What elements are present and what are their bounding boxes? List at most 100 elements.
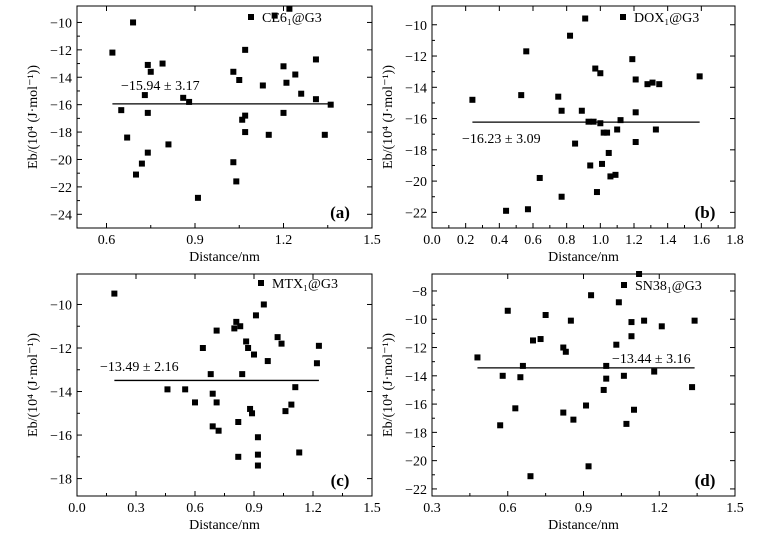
y-axis-title: Eb/(10⁴ (J·mol⁻¹)) (381, 65, 396, 169)
y-axis-title: Eb/(10⁴ (J·mol⁻¹)) (381, 333, 396, 437)
data-point (312, 96, 319, 103)
data-point (524, 206, 531, 213)
x-tick-label: 1.2 (651, 501, 669, 516)
data-point (144, 149, 151, 156)
panel-tag: (d) (695, 471, 716, 490)
data-point (321, 131, 328, 138)
x-tick-label: 0.6 (499, 501, 517, 516)
data-point (558, 107, 565, 114)
data-point (649, 79, 656, 86)
data-point (286, 5, 293, 12)
data-point (182, 386, 189, 393)
data-point (517, 374, 524, 381)
y-tick-label: −14 (50, 71, 72, 86)
data-point (133, 171, 139, 178)
y-tick-label: −8 (412, 285, 427, 300)
x-tick-label: 0.4 (491, 233, 509, 248)
data-point (658, 323, 665, 330)
data-point (536, 174, 543, 181)
data-point (599, 160, 606, 167)
data-point (597, 120, 604, 127)
x-tick-label: 0.9 (575, 501, 593, 516)
data-point (632, 139, 639, 146)
y-tick-label: −20 (50, 153, 72, 168)
data-point (615, 299, 622, 306)
data-point (249, 410, 256, 417)
data-point (603, 362, 610, 369)
data-point (560, 409, 567, 416)
data-point (617, 117, 624, 124)
data-point (298, 90, 305, 97)
legend-marker (620, 14, 626, 20)
data-point (130, 19, 137, 26)
x-tick-label: 0.6 (98, 233, 116, 248)
x-tick-label: 1.0 (592, 233, 610, 248)
data-point (288, 401, 295, 408)
data-point (213, 327, 220, 334)
data-point (558, 193, 565, 200)
data-point (497, 422, 504, 429)
data-point (623, 420, 630, 427)
data-point (313, 360, 320, 367)
x-tick-label: 1.2 (275, 233, 293, 248)
data-point (644, 81, 651, 88)
data-point (582, 15, 589, 22)
data-point (283, 79, 290, 86)
data-point (542, 312, 549, 319)
data-point (620, 372, 627, 379)
data-point (588, 292, 595, 299)
data-point (254, 462, 261, 469)
data-point (469, 96, 476, 103)
data-point (578, 107, 585, 114)
data-point (237, 323, 244, 330)
data-point (570, 416, 577, 423)
data-point (315, 342, 322, 349)
data-point (251, 351, 257, 358)
panel-tag: (a) (330, 203, 350, 222)
x-axis-title: Distance/nm (548, 250, 619, 265)
y-tick-label: −14 (50, 386, 72, 401)
legend-label: SN38₁@G3 (635, 279, 702, 294)
data-point (199, 345, 206, 351)
data-point (254, 434, 261, 441)
data-point (631, 406, 637, 413)
data-point (245, 345, 252, 351)
x-axis-title: Distance/nm (189, 518, 260, 533)
data-point (512, 405, 519, 412)
x-tick-label: 0.3 (423, 501, 441, 516)
data-point (585, 118, 592, 125)
data-point (144, 61, 151, 68)
data-point (118, 107, 125, 114)
data-point (242, 129, 249, 136)
legend-label: CE6₁@G3 (262, 11, 322, 26)
data-point (265, 131, 272, 138)
y-tick-label: −14 (405, 370, 427, 385)
legend-label: DOX₁@G3 (634, 11, 699, 26)
x-tick-label: 1.5 (726, 501, 744, 516)
x-tick-label: 1.5 (363, 501, 381, 516)
data-point (628, 333, 635, 340)
data-point (247, 405, 254, 412)
data-point (278, 340, 285, 347)
x-tick-label: 1.2 (304, 501, 322, 516)
data-point (282, 408, 289, 415)
data-point (280, 63, 287, 70)
data-point (165, 141, 172, 148)
y-tick-label: −24 (50, 208, 72, 223)
data-point (292, 71, 299, 78)
data-point (530, 337, 536, 344)
data-point (593, 189, 600, 196)
mean-annotation: −13.44 ± 3.16 (612, 352, 691, 367)
data-point (280, 109, 287, 116)
data-point (296, 449, 303, 456)
data-point (587, 162, 594, 169)
y-tick-label: −10 (50, 298, 72, 313)
y-tick-label: −10 (405, 313, 427, 328)
data-point (583, 402, 590, 409)
data-point (629, 56, 636, 63)
data-point (592, 65, 599, 72)
data-point (252, 312, 259, 319)
data-point (236, 77, 243, 83)
y-tick-label: −20 (405, 175, 427, 190)
